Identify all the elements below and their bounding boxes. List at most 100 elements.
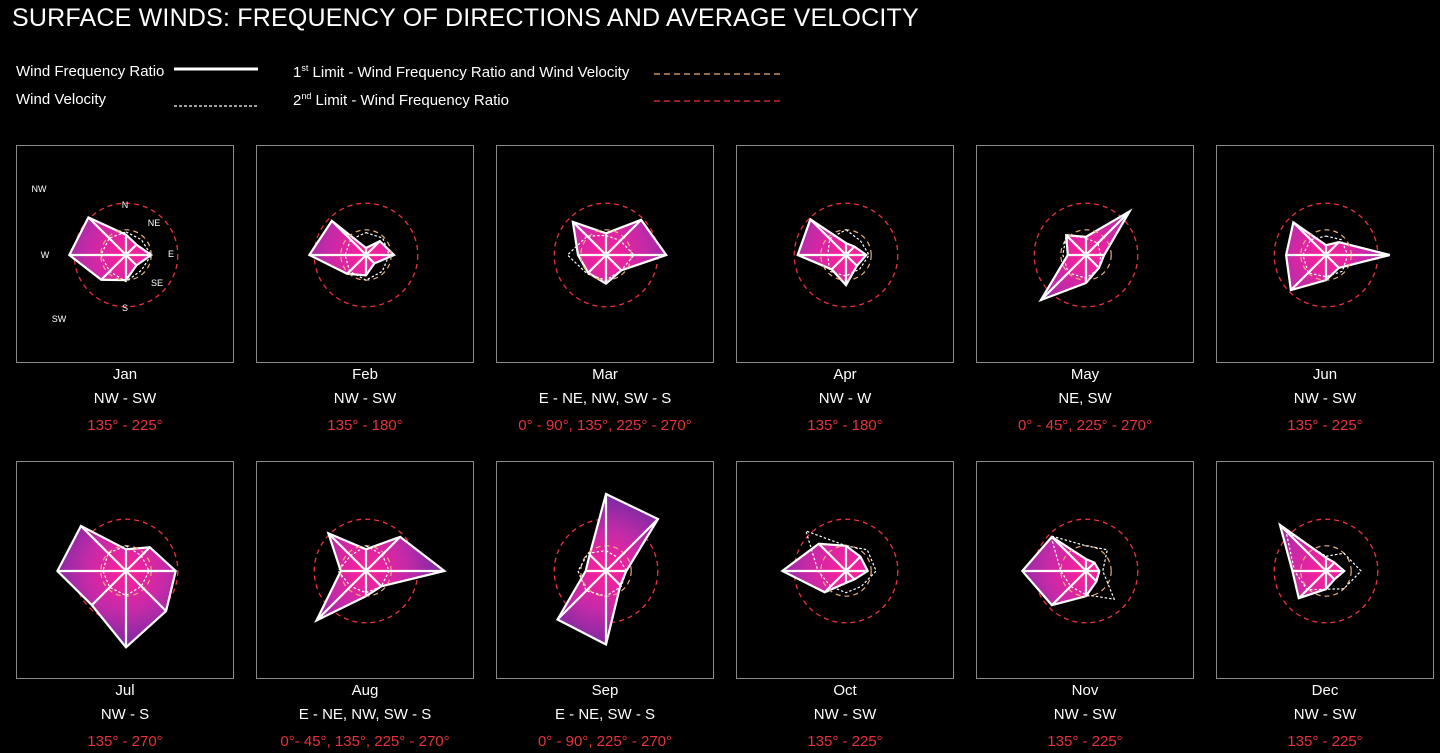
legend-limit2-sup: nd — [301, 91, 312, 101]
caption-mar: Mar E - NE, NW, SW - S 0° - 90°, 135°, 225… — [485, 366, 725, 437]
month-label: Dec — [1311, 682, 1339, 699]
caption-apr: Apr NW - W 135° - 180° — [725, 366, 965, 437]
spoke-nw — [572, 221, 607, 256]
spoke-se — [125, 254, 138, 267]
spoke-sw — [1297, 570, 1327, 600]
month-label: Aug — [351, 682, 379, 699]
caption-jul: Jul NW - S 135° - 270° — [5, 682, 245, 753]
direction-label: NW - SW — [93, 390, 157, 407]
spoke-se — [1325, 570, 1336, 581]
spoke-ne — [1085, 561, 1096, 572]
limit1-circle — [1300, 545, 1352, 597]
legend-limit2-num: 2 — [293, 92, 302, 109]
spoke-se — [1085, 254, 1100, 269]
spoke-nw — [331, 220, 367, 256]
legend-limit1-label: 1st Limit - Wind Frequency Ratio and Win… — [293, 63, 629, 81]
spoke-ne — [605, 518, 659, 572]
spoke-se — [605, 570, 622, 587]
spoke-ne — [1325, 561, 1336, 572]
spoke-nw — [87, 216, 127, 256]
direction-label: NW - SW — [1293, 706, 1357, 723]
spoke-ne — [845, 555, 862, 572]
caption-sep: Sep E - NE, SW - S 0° - 90°, 225° - 270° — [485, 682, 725, 753]
spoke-nw — [1292, 221, 1327, 256]
degree-label: 0° - 90°, 225° - 270° — [537, 733, 673, 750]
wind-rose-panel-nov — [976, 461, 1194, 679]
degree-label: 135° - 225° — [1287, 733, 1363, 750]
velocity-polygon — [1049, 534, 1116, 600]
legend-frequency-label: Wind Frequency Ratio — [16, 63, 165, 80]
direction-label: NE, SW — [1058, 390, 1112, 407]
degree-label: 0° - 90°, 135°, 225° - 270° — [518, 417, 692, 434]
direction-label: NW - SW — [333, 390, 397, 407]
limit2-circle — [793, 202, 899, 308]
spoke-ne — [365, 240, 381, 256]
caption-oct: Oct NW - SW 135° - 225° — [725, 682, 965, 753]
page-title: SURFACE WINDS: FREQUENCY OF DIRECTIONS A… — [12, 4, 919, 32]
spoke-nw — [817, 542, 847, 572]
direction-label: NW - SW — [1293, 390, 1357, 407]
spoke-sw — [315, 570, 367, 622]
wind-rose-panel-jun — [1216, 145, 1434, 363]
spoke-se — [125, 570, 167, 612]
spoke-ne — [1085, 210, 1131, 256]
frequency-polygon — [307, 219, 396, 277]
caption-nov: Nov NW - SW 135° - 225° — [965, 682, 1205, 753]
spoke-sw — [587, 254, 607, 274]
degree-label: 0°- 45°, 135°, 225° - 270° — [280, 733, 450, 750]
spoke-sw — [100, 254, 127, 281]
caption-aug: Aug E - NE, NW, SW - S 0°- 45°, 135°, 225°… — [245, 682, 485, 753]
spoke-sw — [556, 570, 607, 621]
legend-limit2-label: 2nd Limit - Wind Frequency Ratio — [293, 91, 509, 109]
wind-rose-jul — [56, 518, 179, 649]
month-label: May — [1070, 366, 1100, 383]
limit1-circle — [1060, 545, 1112, 597]
spoke-nw — [809, 218, 847, 256]
spoke-ne — [125, 546, 151, 572]
compass-label-ne: NE — [148, 218, 161, 228]
caption-feb: Feb NW - SW 135° - 180° — [245, 366, 485, 437]
caption-jan: Jan NW - SW 135° - 225° — [5, 366, 245, 437]
spoke-se — [1085, 570, 1098, 583]
compass-label-nw: NW — [32, 184, 47, 194]
spoke-sw — [823, 570, 847, 594]
degree-label: 135° - 225° — [87, 417, 163, 434]
frequency-polygon — [571, 218, 668, 286]
legend-limit1-num: 1 — [293, 64, 302, 81]
wind-rose-apr — [793, 202, 899, 308]
caption-may: May NE, SW 0° - 45°, 225° - 270° — [965, 366, 1205, 437]
wind-rose-panel-feb — [256, 145, 474, 363]
compass-label-s: S — [122, 303, 128, 313]
direction-label: E - NE, SW - S — [554, 706, 655, 723]
spoke-sw — [1051, 570, 1087, 606]
wind-rose-nov — [1020, 518, 1139, 624]
wind-rose-panel-mar — [496, 145, 714, 363]
velocity-polygon — [337, 545, 390, 594]
degree-label: 135° - 180° — [807, 417, 883, 434]
wind-rose-jun — [1273, 202, 1390, 308]
wind-rose-jan: N NE E SE S SW W NW — [32, 184, 179, 324]
direction-label: E - NE, NW, SW - S — [298, 706, 432, 723]
month-label: Jan — [112, 366, 138, 383]
degree-label: 135° - 225° — [1287, 417, 1363, 434]
compass-label-se: SE — [151, 278, 163, 288]
spoke-se — [845, 254, 858, 267]
legend-limit1-line — [654, 73, 780, 75]
degree-label: 135° - 225° — [1047, 733, 1123, 750]
degree-label: 135° - 225° — [807, 733, 883, 750]
spoke-sw — [346, 254, 367, 275]
legend-limit1-text: Limit - Wind Frequency Ratio and Wind Ve… — [308, 64, 630, 81]
degree-label: 135° - 180° — [327, 417, 403, 434]
velocity-polygon — [102, 545, 150, 597]
limit1-circle — [100, 229, 152, 281]
velocity-polygon — [1285, 529, 1362, 591]
frequency-polygon — [314, 531, 447, 623]
spoke-sw — [1290, 254, 1327, 291]
month-label: Nov — [1071, 682, 1099, 699]
wind-rose-panel-sep — [496, 461, 714, 679]
spoke-sw — [1040, 254, 1087, 301]
degree-label: 0° - 45°, 225° - 270° — [1017, 417, 1153, 434]
compass-label-sw: SW — [52, 314, 67, 324]
direction-label: NW - S — [100, 706, 150, 723]
spoke-se — [605, 254, 623, 272]
